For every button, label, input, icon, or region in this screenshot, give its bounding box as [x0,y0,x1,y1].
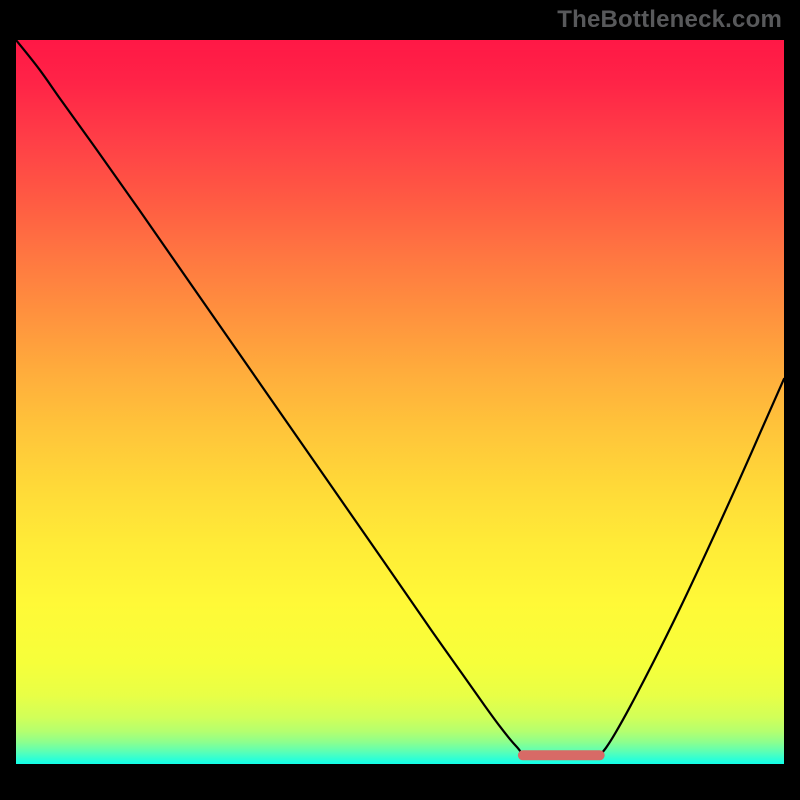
frame-border-bottom [0,764,800,800]
chart-plot-area [16,40,784,764]
chart-svg-layer [16,40,784,764]
bottleneck-curve-left-branch [16,40,523,755]
watermark-label: TheBottleneck.com [557,6,782,34]
frame-border-right [784,0,800,800]
frame-border-left [0,0,16,800]
bottleneck-curve-right-branch [600,379,784,755]
